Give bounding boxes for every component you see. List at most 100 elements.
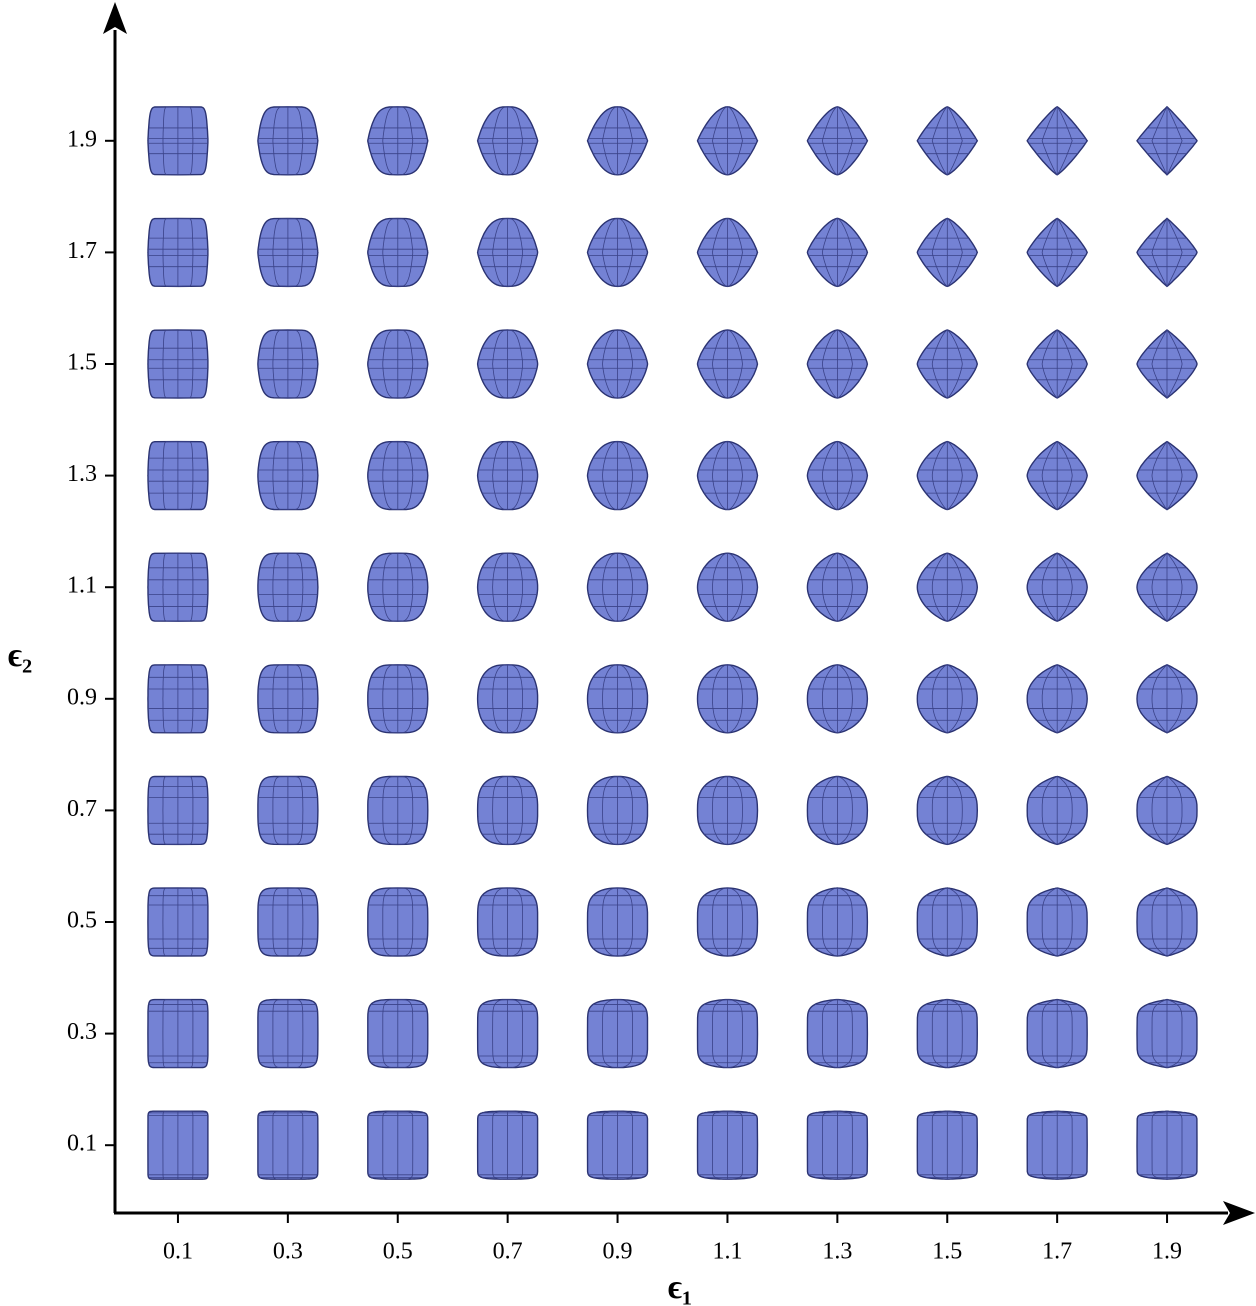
y-tick-label: 1.3 — [67, 461, 97, 487]
superquadric-meridian — [1166, 218, 1183, 287]
superquadric — [586, 552, 649, 622]
superquadric-meridian — [397, 1110, 414, 1180]
superquadric-meridian — [947, 552, 963, 622]
superquadric — [916, 329, 979, 399]
superquadric-meridian — [712, 218, 728, 287]
superquadric-meridian — [1166, 106, 1183, 176]
superquadric-meridian — [712, 1110, 728, 1180]
superquadric-meridian — [947, 776, 963, 845]
superquadric-meridian — [492, 441, 508, 510]
superquadric-meridian — [272, 1110, 288, 1180]
superquadric-meridian — [931, 552, 948, 622]
superquadric — [1136, 887, 1198, 957]
superquadric-meridian — [507, 329, 523, 399]
superquadric — [476, 775, 539, 846]
superquadric — [1026, 775, 1088, 846]
superquadric-meridian — [727, 776, 743, 845]
superquadric-meridian — [178, 552, 194, 622]
superquadric-meridian — [397, 999, 414, 1068]
superquadric-meridian — [397, 329, 414, 399]
superquadric-meridian — [931, 218, 948, 287]
superquadric — [1136, 440, 1198, 511]
superquadric-meridian — [712, 999, 728, 1068]
superquadric-meridian — [931, 1110, 948, 1180]
superquadric — [147, 217, 209, 288]
superquadric — [586, 998, 649, 1069]
superquadric — [476, 552, 539, 622]
superquadric-meridian — [507, 664, 523, 734]
superquadric-meridian — [397, 552, 414, 622]
superquadric — [1136, 329, 1198, 399]
superquadric — [696, 998, 759, 1069]
superquadric-meridian — [602, 887, 618, 957]
superquadric-meridian — [822, 106, 838, 176]
superquadric — [257, 329, 319, 399]
superquadric-meridian — [822, 1110, 838, 1180]
superquadric-meridian — [1041, 664, 1058, 734]
superquadric — [806, 552, 869, 622]
superquadric-meridian — [947, 329, 963, 399]
superquadric-meridian — [1041, 1110, 1058, 1180]
superquadric-meridian — [617, 218, 633, 287]
superquadric-meridian — [727, 1110, 743, 1180]
superquadric-meridian — [382, 664, 398, 734]
superquadric — [916, 552, 979, 622]
superquadric — [476, 329, 539, 399]
superquadric — [1026, 998, 1088, 1069]
superquadric-meridian — [382, 218, 398, 287]
superquadric-meridian — [382, 999, 398, 1068]
superquadric-meridian — [178, 1110, 194, 1180]
superquadric — [367, 1110, 429, 1180]
superquadric — [696, 217, 759, 288]
superquadric-meridian — [727, 552, 743, 622]
superquadric-meridian — [507, 1110, 523, 1180]
superquadric — [257, 106, 319, 176]
superquadric-meridian — [712, 664, 728, 734]
superquadric-meridian — [602, 552, 618, 622]
superquadric-meridian — [162, 552, 178, 622]
superquadric-meridian — [287, 776, 304, 845]
superquadric-meridian — [947, 999, 963, 1068]
y-axis-arrow — [103, 2, 127, 34]
superquadric — [1136, 552, 1198, 622]
superquadric-meridian — [837, 106, 853, 176]
superquadric — [916, 440, 979, 511]
superquadric — [916, 998, 979, 1069]
superquadric-meridian — [837, 218, 853, 287]
x-tick-label: 0.1 — [163, 1239, 193, 1265]
superquadric-meridian — [931, 106, 948, 176]
superquadric-meridian — [287, 218, 304, 287]
x-axis-arrow — [1223, 1201, 1255, 1225]
y-tick-label: 0.3 — [67, 1019, 97, 1045]
y-tick-label: 0.5 — [67, 908, 97, 934]
superquadric-meridian — [272, 887, 288, 957]
superquadric-meridian — [712, 329, 728, 399]
superquadric-meridian — [837, 329, 853, 399]
superquadric — [147, 775, 209, 846]
superquadric-meridian — [272, 329, 288, 399]
x-tick-label: 0.7 — [493, 1239, 523, 1265]
superquadric-meridian — [1056, 441, 1073, 510]
superquadric-meridian — [837, 776, 853, 845]
superquadric-meridian — [1056, 887, 1073, 957]
x-tick-label: 1.7 — [1042, 1239, 1072, 1265]
superquadric-meridian — [507, 999, 523, 1068]
superquadric-meridian — [727, 441, 743, 510]
superquadric-meridian — [712, 441, 728, 510]
superquadric — [147, 440, 209, 511]
superquadric-meridian — [947, 887, 963, 957]
superquadric-meridian — [617, 106, 633, 176]
x-tick-label: 0.9 — [603, 1239, 633, 1265]
superquadric — [147, 887, 209, 957]
superquadric-meridian — [287, 106, 304, 176]
superquadric-meridian — [837, 887, 853, 957]
superquadric — [586, 440, 649, 511]
superquadric-meridian — [382, 776, 398, 845]
superquadric — [1136, 664, 1198, 734]
superquadric-meridian — [1056, 552, 1073, 622]
superquadric-meridian — [178, 999, 194, 1068]
superquadric — [696, 887, 759, 957]
superquadric-meridian — [1166, 664, 1183, 734]
superquadric-meridian — [1151, 441, 1168, 510]
superquadric — [476, 664, 539, 734]
